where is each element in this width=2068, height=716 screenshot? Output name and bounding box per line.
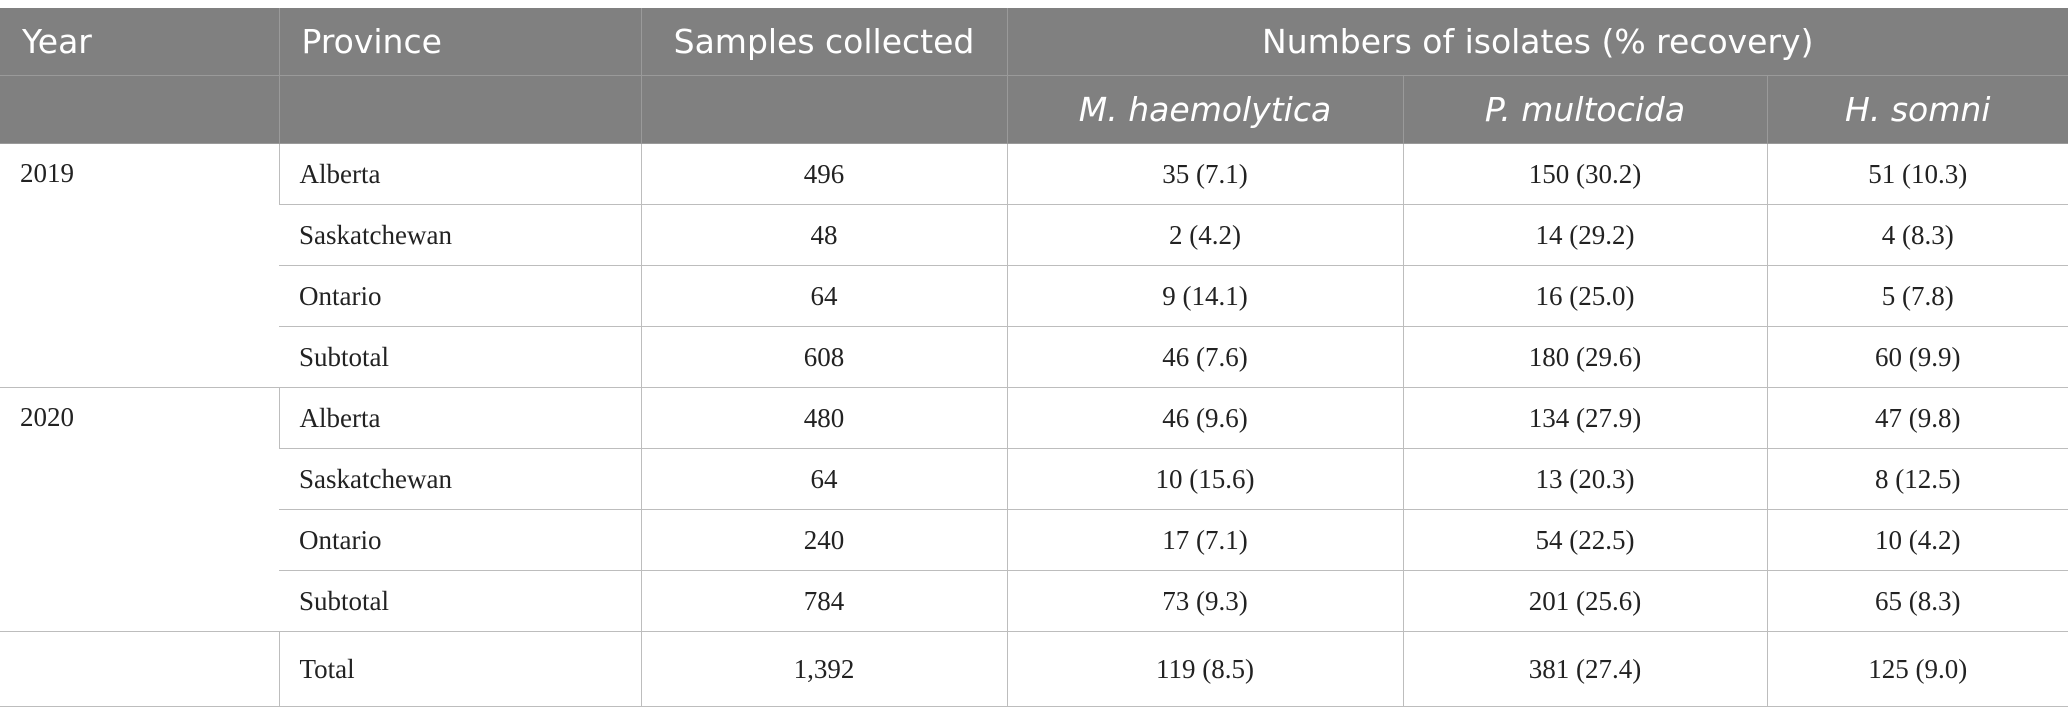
table-row: Subtotal 608 46 (7.6) 180 (29.6) 60 (9.9) [0,326,2068,388]
samples-cell: 48 [640,204,1007,266]
hs-isolates-cell: 60 (9.9) [1766,326,2068,388]
province-cell: Total [278,631,641,707]
isolates-table: Year Province Samples collected Numbers … [0,8,2068,707]
year-cell: 2019 [0,143,279,388]
mh-isolates-cell: 46 (9.6) [1006,387,1403,449]
hs-isolates-cell: 51 (10.3) [1766,143,2068,205]
table-row: Saskatchewan 64 10 (15.6) 13 (20.3) 8 (12.5) [0,448,2068,510]
header-species-pm: P. multocida [1402,75,1767,144]
province-cell: Ontario [279,265,641,327]
table-row: Ontario 240 17 (7.1) 54 (22.5) 10 (4.2) [0,509,2068,571]
table-row: Subtotal 784 73 (9.3) 201 (25.6) 65 (8.3) [0,570,2068,632]
hs-isolates-cell: 10 (4.2) [1766,509,2068,571]
mh-isolates-cell: 10 (15.6) [1006,448,1403,510]
table-row: Total 1,392 119 (8.5) 381 (27.4) 125 (9.0) [0,631,2068,707]
hs-isolates-cell: 8 (12.5) [1766,448,2068,510]
header-empty-year [0,75,279,144]
hs-isolates-cell: 125 (9.0) [1766,631,2068,707]
samples-cell: 608 [640,326,1007,388]
samples-cell: 240 [640,509,1007,571]
samples-cell: 64 [640,448,1007,510]
pm-isolates-cell: 150 (30.2) [1402,143,1767,205]
province-cell: Subtotal [279,570,641,632]
samples-cell: 480 [640,387,1007,449]
mh-isolates-cell: 2 (4.2) [1006,204,1403,266]
header-row-species: M. haemolytica P. multocida H. somni [0,75,2068,144]
hs-isolates-cell: 47 (9.8) [1766,387,2068,449]
province-cell: Alberta [278,143,641,205]
pm-isolates-cell: 201 (25.6) [1402,570,1767,632]
pm-isolates-cell: 14 (29.2) [1402,204,1767,266]
province-cell: Saskatchewan [279,448,641,510]
table-row: 2020 Alberta 480 46 (9.6) 134 (27.9) 47 (9.8) [0,387,2068,632]
year-cell [0,631,279,707]
hs-isolates-cell: 5 (7.8) [1766,265,2068,327]
pm-isolates-cell: 134 (27.9) [1402,387,1767,449]
samples-cell: 1,392 [640,631,1007,707]
header-species-hs: H. somni [1766,75,2068,144]
province-cell: Subtotal [279,326,641,388]
header-samples: Samples collected [640,8,1007,76]
samples-cell: 784 [640,570,1007,632]
table-header: Year Province Samples collected Numbers … [0,8,2068,144]
table-row: Ontario 64 9 (14.1) 16 (25.0) 5 (7.8) [0,265,2068,327]
pm-isolates-cell: 16 (25.0) [1402,265,1767,327]
mh-isolates-cell: 119 (8.5) [1006,631,1403,707]
header-isolates: Numbers of isolates (% recovery) [1006,8,2068,76]
mh-isolates-cell: 35 (7.1) [1006,143,1403,205]
mh-isolates-cell: 73 (9.3) [1006,570,1403,632]
pm-isolates-cell: 13 (20.3) [1402,448,1767,510]
province-cell: Ontario [279,509,641,571]
table-row: 2019 Alberta 496 35 (7.1) 150 (30.2) 51 (10.3… [0,143,2068,388]
mh-isolates-cell: 9 (14.1) [1006,265,1403,327]
samples-cell: 64 [640,265,1007,327]
province-cell: Alberta [278,387,641,449]
header-empty-samples [640,75,1007,144]
header-row-main: Year Province Samples collected Numbers … [0,8,2068,76]
hs-isolates-cell: 4 (8.3) [1766,204,2068,266]
hs-isolates-cell: 65 (8.3) [1766,570,2068,632]
header-species-mh: M. haemolytica [1006,75,1403,144]
header-empty-province [278,75,641,144]
header-year: Year [0,8,279,76]
province-cell: Saskatchewan [279,204,641,266]
mh-isolates-cell: 46 (7.6) [1006,326,1403,388]
mh-isolates-cell: 17 (7.1) [1006,509,1403,571]
table-row: Saskatchewan 48 2 (4.2) 14 (29.2) 4 (8.3) [0,204,2068,266]
table-body: 2019 Alberta 496 35 (7.1) 150 (30.2) 51 (10.3… [0,143,2068,707]
samples-cell: 496 [640,143,1007,205]
pm-isolates-cell: 381 (27.4) [1402,631,1767,707]
header-province: Province [278,8,641,76]
pm-isolates-cell: 54 (22.5) [1402,509,1767,571]
pm-isolates-cell: 180 (29.6) [1402,326,1767,388]
year-cell: 2020 [0,387,279,632]
